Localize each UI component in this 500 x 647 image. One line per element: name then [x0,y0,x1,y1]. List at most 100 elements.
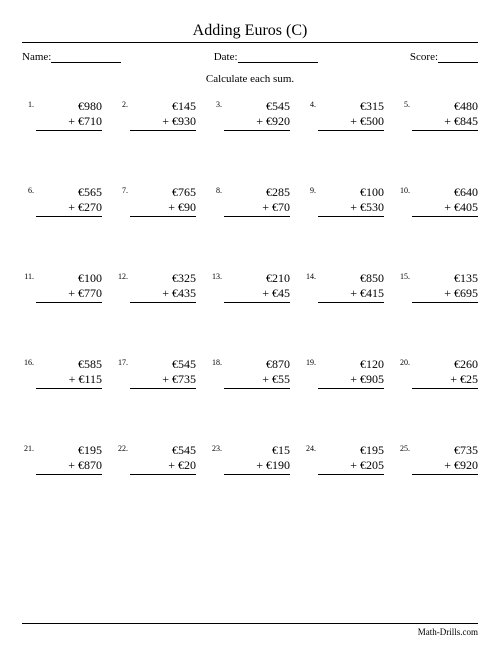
addend-bottom: + €845 [412,114,478,131]
problem: 10.€640+ €405 [398,185,478,217]
problem: 24.€195+ €205 [304,443,384,475]
problem-stack: €145+ €930 [130,99,196,131]
problem-number: 15. [398,271,412,281]
worksheet-page: Adding Euros (C) Name: Date: Score: Calc… [0,0,500,647]
problem-number: 10. [398,185,412,195]
problem-stack: €735+ €920 [412,443,478,475]
problem-stack: €120+ €905 [318,357,384,389]
addend-bottom: + €435 [130,286,196,303]
problem-stack: €545+ €920 [224,99,290,131]
problem-number: 7. [116,185,130,195]
problem: 2.€145+ €930 [116,99,196,131]
addend-bottom: + €930 [130,114,196,131]
problem-stack: €100+ €530 [318,185,384,217]
addend-top: €120 [318,357,384,372]
addend-bottom: + €205 [318,458,384,475]
addend-top: €870 [224,357,290,372]
problem: 20.€260+ €25 [398,357,478,389]
problem: 23.€15+ €190 [210,443,290,475]
problem-number: 24. [304,443,318,453]
problem-number: 16. [22,357,36,367]
problem-number: 21. [22,443,36,453]
problem-stack: €585+ €115 [36,357,102,389]
problem-number: 2. [116,99,130,109]
problem-stack: €565+ €270 [36,185,102,217]
problem: 16.€585+ €115 [22,357,102,389]
problem-stack: €135+ €695 [412,271,478,303]
problem: 13.€210+ €45 [210,271,290,303]
problem: 14.€850+ €415 [304,271,384,303]
problem: 15.€135+ €695 [398,271,478,303]
addend-bottom: + €415 [318,286,384,303]
problem-number: 19. [304,357,318,367]
problem-number: 18. [210,357,224,367]
addend-top: €545 [130,357,196,372]
problem-number: 22. [116,443,130,453]
score-field: Score: [410,51,478,63]
addend-bottom: + €70 [224,200,290,217]
problem-number: 11. [22,271,36,281]
addend-bottom: + €530 [318,200,384,217]
problem-stack: €195+ €870 [36,443,102,475]
addend-top: €260 [412,357,478,372]
title-rule [22,42,478,43]
addend-top: €545 [224,99,290,114]
problem-stack: €210+ €45 [224,271,290,303]
problem: 18.€870+ €55 [210,357,290,389]
problems-grid: 1.€980+ €7102.€145+ €9303.€545+ €9204.€3… [22,99,478,475]
problem-number: 4. [304,99,318,109]
problem: 4.€315+ €500 [304,99,384,131]
addend-bottom: + €920 [412,458,478,475]
problem-stack: €100+ €770 [36,271,102,303]
problem: 11.€100+ €770 [22,271,102,303]
addend-top: €15 [224,443,290,458]
problem: 8.€285+ €70 [210,185,290,217]
problem-stack: €850+ €415 [318,271,384,303]
problem: 1.€980+ €710 [22,99,102,131]
footer-rule [22,623,478,624]
score-blank[interactable] [438,51,478,63]
problem: 21.€195+ €870 [22,443,102,475]
addend-top: €285 [224,185,290,200]
date-field: Date: [214,51,318,63]
problem-number: 9. [304,185,318,195]
problem-stack: €980+ €710 [36,99,102,131]
addend-bottom: + €710 [36,114,102,131]
addend-top: €135 [412,271,478,286]
addend-top: €195 [36,443,102,458]
addend-bottom: + €90 [130,200,196,217]
addend-top: €850 [318,271,384,286]
problem-stack: €480+ €845 [412,99,478,131]
addend-bottom: + €735 [130,372,196,389]
problem: 6.€565+ €270 [22,185,102,217]
addend-top: €980 [36,99,102,114]
score-label: Score: [410,51,438,63]
footer: Math-Drills.com [22,623,478,637]
addend-bottom: + €770 [36,286,102,303]
addend-top: €315 [318,99,384,114]
footer-text: Math-Drills.com [418,627,478,637]
problem-number: 20. [398,357,412,367]
addend-top: €545 [130,443,196,458]
problem-stack: €15+ €190 [224,443,290,475]
problem-number: 3. [210,99,224,109]
addend-bottom: + €20 [130,458,196,475]
name-field: Name: [22,51,121,63]
name-blank[interactable] [51,51,121,63]
addend-top: €100 [318,185,384,200]
problem: 5.€480+ €845 [398,99,478,131]
date-blank[interactable] [238,51,318,63]
addend-top: €585 [36,357,102,372]
addend-top: €640 [412,185,478,200]
addend-bottom: + €405 [412,200,478,217]
problem-stack: €260+ €25 [412,357,478,389]
problem-stack: €315+ €500 [318,99,384,131]
addend-top: €325 [130,271,196,286]
problem: 12.€325+ €435 [116,271,196,303]
addend-bottom: + €115 [36,372,102,389]
problem-number: 6. [22,185,36,195]
problem: 17.€545+ €735 [116,357,196,389]
addend-bottom: + €920 [224,114,290,131]
problem: 7.€765+ €90 [116,185,196,217]
addend-top: €210 [224,271,290,286]
